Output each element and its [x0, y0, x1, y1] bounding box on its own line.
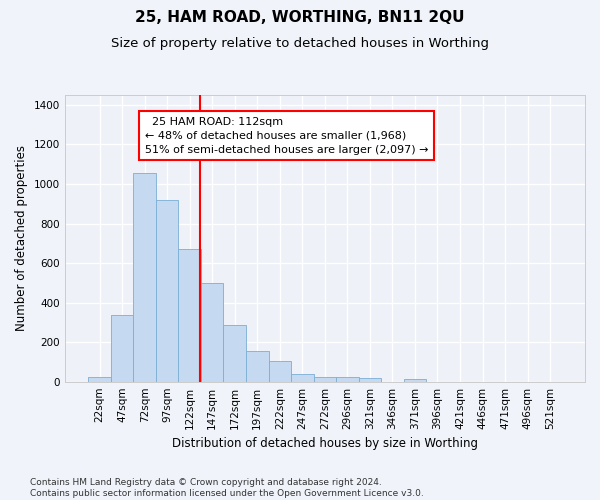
Y-axis label: Number of detached properties: Number of detached properties [15, 146, 28, 332]
Text: Size of property relative to detached houses in Worthing: Size of property relative to detached ho… [111, 38, 489, 51]
Bar [178, 249, 201, 382]
Bar [133, 173, 156, 382]
Bar [246, 351, 269, 382]
Bar [111, 316, 133, 382]
Bar [359, 378, 381, 382]
Bar [88, 378, 111, 382]
Text: 25, HAM ROAD, WORTHING, BN11 2QU: 25, HAM ROAD, WORTHING, BN11 2QU [135, 10, 465, 25]
Bar [156, 200, 178, 382]
Bar [269, 362, 291, 382]
Text: Contains HM Land Registry data © Crown copyright and database right 2024.
Contai: Contains HM Land Registry data © Crown c… [30, 478, 424, 498]
Bar [291, 374, 314, 382]
Bar [201, 283, 223, 382]
Text: 25 HAM ROAD: 112sqm
← 48% of detached houses are smaller (1,968)
51% of semi-det: 25 HAM ROAD: 112sqm ← 48% of detached ho… [145, 116, 428, 154]
Bar [336, 378, 359, 382]
Bar [223, 326, 246, 382]
Bar [404, 380, 426, 382]
X-axis label: Distribution of detached houses by size in Worthing: Distribution of detached houses by size … [172, 437, 478, 450]
Bar [314, 376, 336, 382]
